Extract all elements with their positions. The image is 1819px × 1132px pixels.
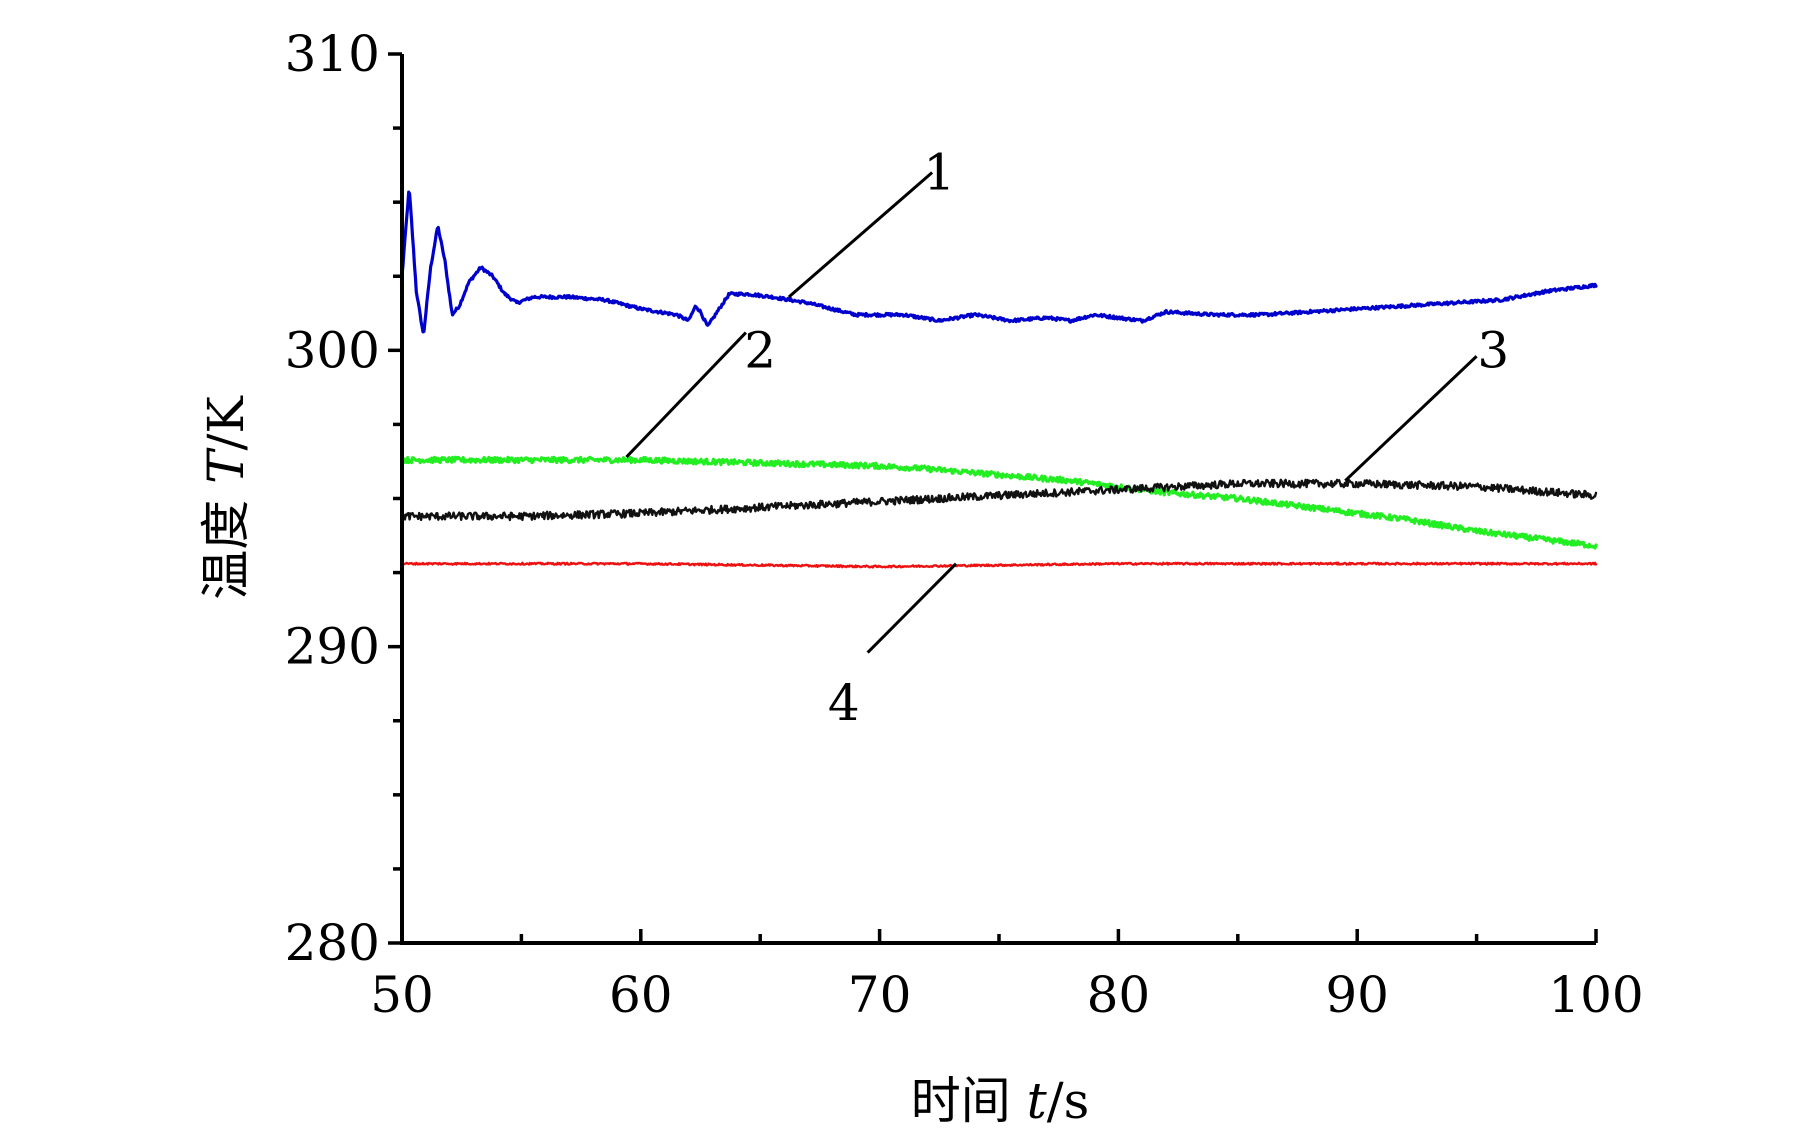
x-tick-label: 70 <box>848 966 912 1024</box>
x-axis-unit: /s <box>1047 1072 1090 1130</box>
series-3-line <box>400 478 1598 522</box>
y-tick-label: 300 <box>285 321 380 379</box>
series-layer <box>400 190 1598 569</box>
y-axis-tick-labels: 280 290 300 310 <box>285 25 380 972</box>
y-axis-unit: /K <box>197 395 255 451</box>
y-axis-variable: T <box>197 447 255 484</box>
x-axis-ticks <box>400 929 1598 943</box>
x-tick-label: 60 <box>609 966 673 1024</box>
x-axis-tick-labels: 50 60 70 80 90 100 <box>370 966 1644 1024</box>
series-2-label: 2 <box>744 321 776 379</box>
y-tick-label: 290 <box>285 618 380 676</box>
x-tick-label: 90 <box>1325 966 1389 1024</box>
x-axis-variable: t <box>1027 1072 1048 1130</box>
series-3-label: 3 <box>1477 321 1509 379</box>
y-axis-ticks <box>388 52 402 945</box>
leader-line-1 <box>787 171 934 299</box>
x-tick-label: 50 <box>370 966 434 1024</box>
axis-frame <box>400 54 1596 945</box>
y-tick-label: 280 <box>285 914 380 972</box>
series-4-line <box>400 561 1598 569</box>
x-axis-title-text: 时间 <box>911 1072 1027 1130</box>
series-4-label: 4 <box>828 674 860 732</box>
series-1-line <box>400 190 1598 334</box>
x-tick-label: 80 <box>1087 966 1151 1024</box>
x-tick-label: 100 <box>1548 966 1643 1024</box>
y-axis-title: 温度 T/K <box>197 395 255 600</box>
leader-line-4 <box>866 562 958 654</box>
series-2-line <box>400 455 1598 550</box>
y-axis-title-text: 温度 <box>197 484 255 600</box>
leader-line-3 <box>1344 355 1478 482</box>
leader-line-2 <box>625 331 747 459</box>
y-tick-label: 310 <box>285 25 380 83</box>
series-labels: 1 2 3 4 <box>744 144 1509 732</box>
series-leader-lines <box>625 171 1478 654</box>
x-axis-title: 时间 t/s <box>911 1072 1090 1130</box>
series-1-label: 1 <box>923 144 955 202</box>
